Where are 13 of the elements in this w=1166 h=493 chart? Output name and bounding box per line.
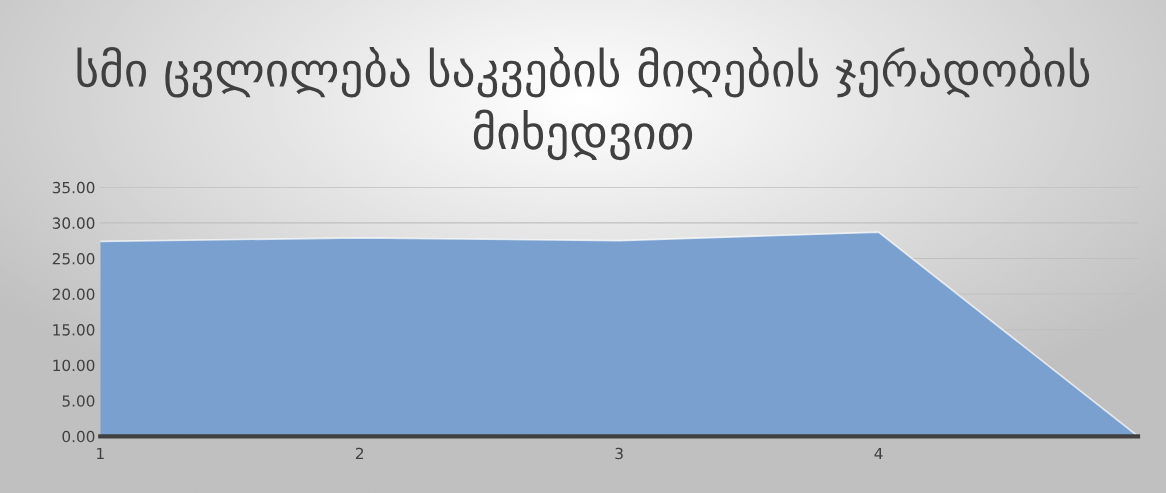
chart-title: სმი ცვლილება საკვების მიღების ჯერადობის მიხედვით	[77, 46, 1090, 161]
x-tick-label: 3	[615, 447, 623, 460]
x-tick-label: 1	[97, 447, 104, 460]
x-tick-label: 4	[874, 447, 883, 460]
y-tick-label: 15.00	[53, 324, 95, 336]
y-tick-label: 5.00	[62, 395, 95, 407]
y-tick-label: 35.00	[52, 181, 95, 194]
y-tick-label: 20.00	[52, 288, 95, 301]
y-tick-label: 25.00	[52, 252, 95, 265]
y-tick-label: 30.00	[52, 217, 95, 229]
y-tick-label: 10.00	[53, 359, 95, 372]
x-tick-label: 2	[355, 447, 364, 460]
y-tick-label: 0.00	[62, 430, 95, 443]
